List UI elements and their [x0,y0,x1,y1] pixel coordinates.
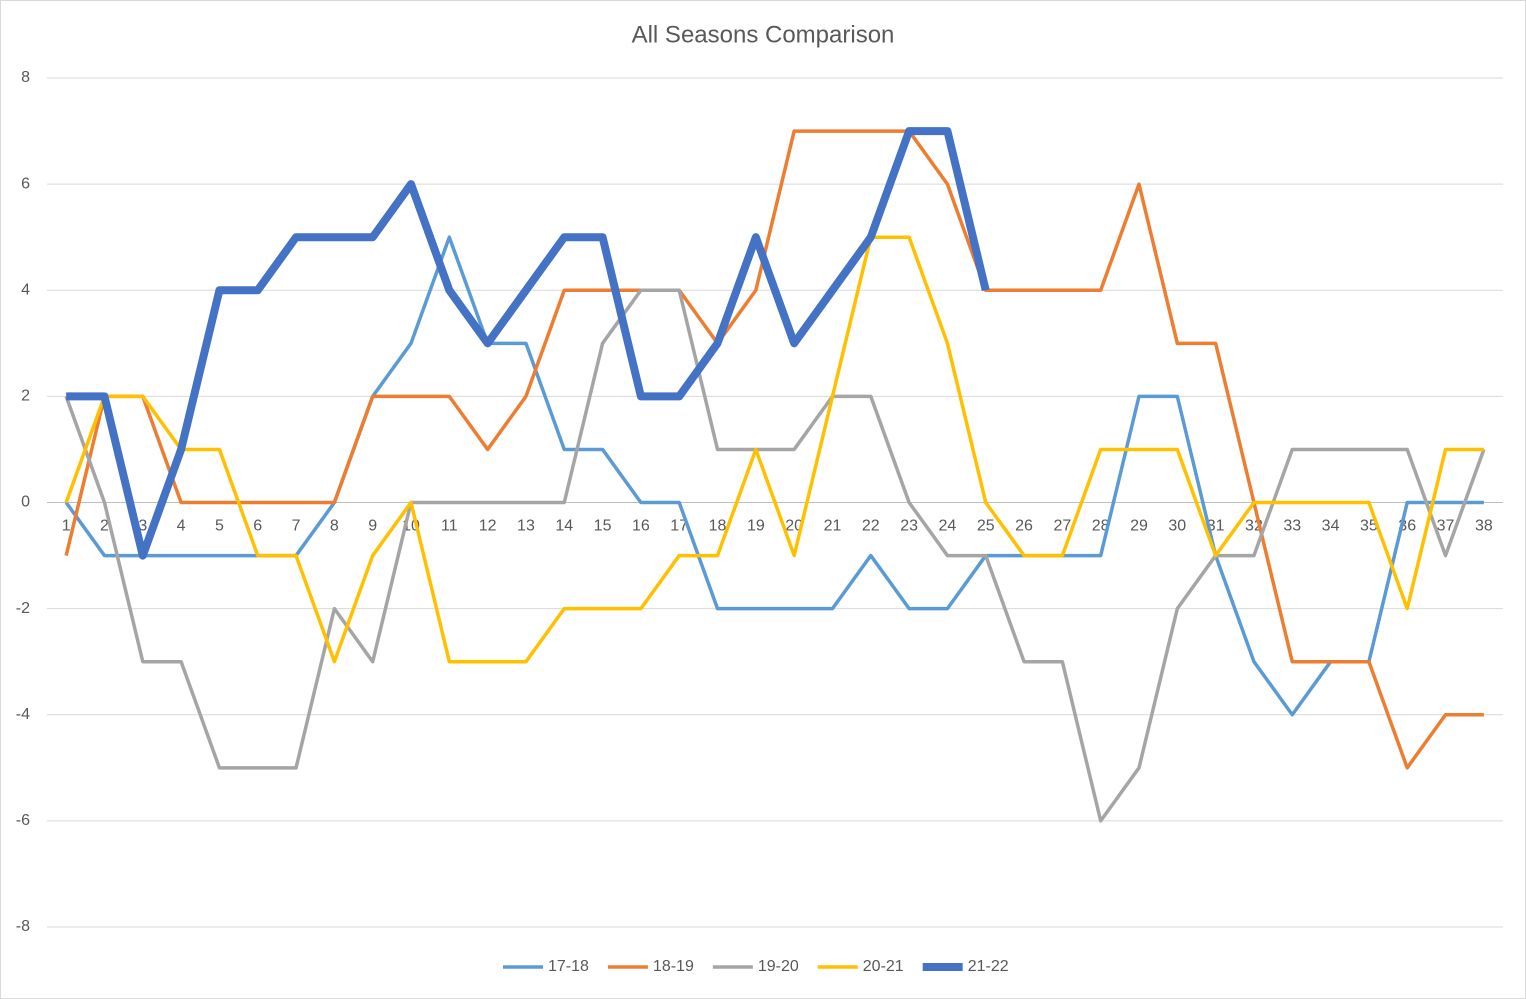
x-tick-label: 12 [479,518,497,535]
series-line [64,288,1486,823]
y-tick-label: 8 [21,69,30,86]
x-tick-label: 16 [632,518,650,535]
legend-label: 17-18 [548,958,589,975]
series-line [64,129,1484,770]
x-tick-label: 34 [1322,518,1340,535]
x-tick-label: 17 [670,518,688,535]
x-tick-label: 2 [100,518,109,535]
series-line [66,127,990,560]
x-tick-label: 7 [292,518,301,535]
x-tick-label: 22 [862,518,880,535]
x-tick-label: 24 [939,518,957,535]
y-tick-label: 2 [21,388,30,405]
x-tick-label: 15 [594,518,612,535]
x-tick-label: 29 [1130,518,1148,535]
x-tick-label: 14 [555,518,573,535]
x-tick-label: 11 [441,518,458,535]
y-tick-label: -6 [16,812,30,829]
x-tick-label: 8 [330,518,339,535]
x-tick-label: 13 [517,518,535,535]
x-tick-label: 23 [900,518,918,535]
series-line [64,235,1484,717]
y-tick-label: 0 [21,494,30,511]
x-tick-label: 26 [1015,518,1033,535]
x-tick-label: 3 [138,518,147,535]
y-tick-label: 6 [21,175,30,192]
chart-title: All Seasons Comparison [632,21,895,48]
x-tick-label: 6 [253,518,262,535]
x-tick-label: 21 [824,518,842,535]
x-tick-label: 9 [368,518,377,535]
x-tick-label: 4 [177,518,186,535]
x-tick-label: 35 [1360,518,1378,535]
y-tick-label: 4 [21,281,30,298]
legend-label: 20-21 [863,958,904,975]
y-tick-label: -8 [16,918,30,935]
legend-label: 19-20 [758,958,799,975]
x-tick-label: 19 [747,518,765,535]
y-tick-label: -4 [16,706,30,723]
x-tick-label: 38 [1475,518,1493,535]
y-tick-label: -2 [16,600,30,617]
series-line [64,235,1484,664]
x-tick-label: 5 [215,518,224,535]
legend-label: 21-22 [968,958,1009,975]
x-tick-label: 33 [1283,518,1301,535]
x-tick-label: 27 [1053,518,1071,535]
x-tick-label: 37 [1437,518,1455,535]
legend-label: 18-19 [653,958,694,975]
x-tick-label: 1 [62,518,71,535]
x-tick-label: 25 [977,518,995,535]
x-tick-label: 18 [709,518,727,535]
x-tick-label: 30 [1168,518,1186,535]
